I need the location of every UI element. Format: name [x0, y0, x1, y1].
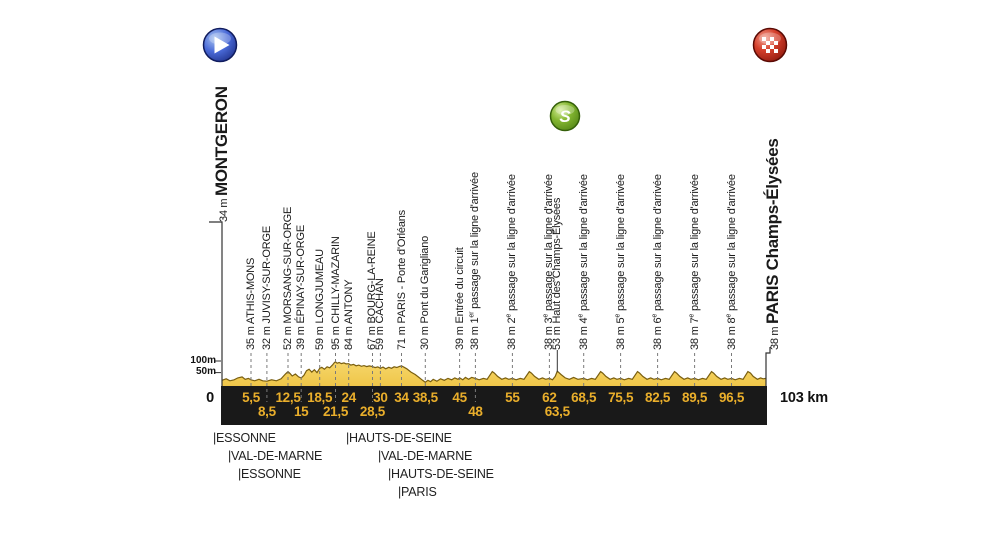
- waypoint-gridlines: [250, 353, 732, 402]
- elevation-profile-fill: [222, 361, 766, 386]
- checker-square: [770, 37, 774, 41]
- elevation-profile-outline: [221, 361, 766, 383]
- checker-pattern: [762, 37, 778, 53]
- finish-checkered-icon: [752, 27, 788, 63]
- checker-square: [774, 49, 778, 53]
- distance-axis-band: [221, 386, 767, 425]
- elevation-axis-ticks: [214, 360, 221, 374]
- checker-square: [762, 45, 766, 49]
- sprint-icon: S: [549, 100, 581, 132]
- elevation-profile-area: [221, 361, 766, 386]
- sprint-letter: S: [559, 107, 571, 126]
- start-leader-line: [209, 221, 223, 386]
- checker-square: [766, 41, 770, 45]
- checker-square: [770, 45, 774, 49]
- checker-square: [762, 37, 766, 41]
- start-play-icon: [202, 27, 238, 63]
- finish-leader-line: [765, 347, 771, 386]
- leader-lines: [209, 221, 771, 386]
- checker-square: [766, 49, 770, 53]
- checker-square: [774, 41, 778, 45]
